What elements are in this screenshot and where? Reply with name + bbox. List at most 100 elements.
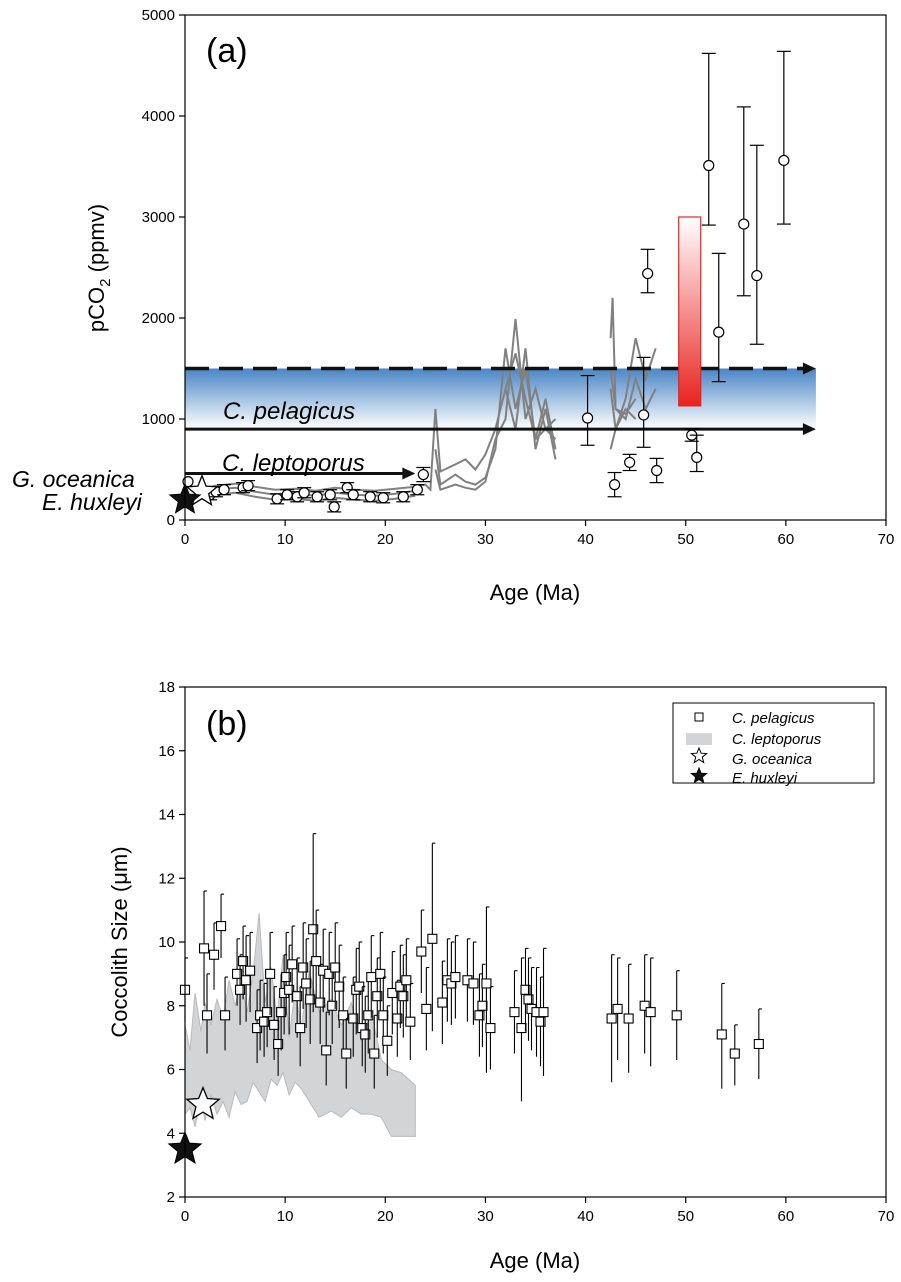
c-pelagicus-data-point — [241, 975, 252, 986]
c-pelagicus-data-point — [516, 1023, 527, 1034]
c-pelagicus-data-point — [523, 994, 534, 1005]
a-y-tick-label: 0 — [167, 512, 175, 529]
c-pelagicus-data-point — [405, 1016, 416, 1027]
chart-a: 0 10 20 30 40 50 60 70 0 1000 2000 3000 4000 5000 (a)… — [12, 7, 895, 605]
c-pelagicus-data-point — [301, 978, 312, 989]
legend-label-c-leptoporus: C. leptoporus — [732, 731, 822, 748]
c-pelagicus-data-point — [427, 933, 438, 944]
c-pelagicus-data-point — [538, 1007, 549, 1018]
pco2-data-point — [298, 487, 310, 499]
b-x-tick-label: 20 — [377, 1208, 394, 1225]
c-pelagicus-data-point — [477, 1000, 488, 1011]
legend-marker-g-oceanica — [690, 746, 708, 764]
legend-label-g-oceanica: G. oceanica — [732, 751, 812, 768]
label-e-huxleyi: E. huxleyi — [42, 489, 143, 515]
c-pelagicus-data-point — [305, 994, 316, 1005]
c-pelagicus-data-point — [442, 975, 453, 986]
c-pelagicus-data-point — [252, 1023, 263, 1034]
c-pelagicus-data-point — [334, 981, 345, 992]
c-pelagicus-data-point — [330, 962, 341, 973]
c-pelagicus-data-point — [437, 997, 448, 1008]
threshold-arrowhead-2 — [402, 467, 416, 480]
pco2-data-point — [218, 484, 230, 496]
x-axis-label-a: Age (Ma) — [490, 580, 580, 605]
x-axis-label-b: Age (Ma) — [490, 1248, 580, 1273]
b-y-tick-label: 12 — [158, 870, 175, 887]
c-pelagicus-data-point — [382, 1035, 393, 1046]
b-x-tick-label: 30 — [477, 1208, 494, 1225]
c-pelagicus-data-point — [387, 987, 398, 999]
pco2-data-point — [738, 218, 750, 230]
legend-label-e-huxleyi: E. huxleyi — [732, 770, 798, 787]
c-pelagicus-data-point — [716, 1029, 727, 1040]
pco2-data-point — [609, 479, 621, 491]
a-x-tick-label: 40 — [577, 531, 594, 548]
c-pelagicus-data-point — [375, 968, 386, 979]
a-x-tick-label: 60 — [778, 531, 795, 548]
a-x-tick-label: 30 — [477, 531, 494, 548]
c-pelagicus-data-point — [338, 1010, 349, 1021]
pco2-data-point — [364, 491, 376, 503]
c-pelagicus-data-point — [395, 981, 406, 992]
a-x-tick-label: 50 — [677, 531, 694, 548]
label-c-leptoporus: C. leptoporus — [222, 450, 365, 477]
y-axis-label-a: pCO2 (ppmv) — [84, 204, 114, 332]
c-pelagicus-data-point — [398, 991, 409, 1002]
c-pelagicus-data-point — [295, 1023, 306, 1034]
c-pelagicus-data-point — [481, 978, 492, 989]
c-pelagicus-data-point — [327, 1000, 338, 1011]
c-leptoporus-size-band — [184, 913, 416, 1137]
c-pelagicus-data-point — [639, 1000, 650, 1011]
c-pelagicus-data-point — [357, 1023, 368, 1034]
a-x-tick-label: 70 — [878, 531, 895, 548]
c-pelagicus-data-point — [531, 1007, 542, 1018]
pco2-data-point — [397, 491, 409, 503]
c-pelagicus-data-point — [612, 1003, 623, 1014]
c-pelagicus-data-point — [308, 924, 319, 935]
c-pelagicus-data-point — [526, 1003, 537, 1014]
c-pelagicus-data-point — [450, 972, 461, 983]
legend-box — [672, 702, 875, 784]
label-c-pelagicus: C. pelagicus — [223, 398, 355, 425]
c-pelagicus-data-point — [462, 975, 473, 986]
c-pelagicus-data-point — [416, 946, 427, 957]
a-y-tick-label: 4000 — [142, 108, 175, 125]
threshold-arrowhead-1 — [802, 362, 816, 375]
legend: C. pelagicus C. leptoporus G. oceanica E… — [672, 702, 875, 787]
pco2-data-point — [691, 451, 703, 463]
c-pelagicus-data-point — [341, 1048, 352, 1059]
b-x-tick-label: 70 — [878, 1208, 895, 1225]
b-y-tick-label: 16 — [158, 743, 175, 760]
pco2-data-point — [417, 468, 429, 481]
a-y-tick-label: 1000 — [142, 411, 175, 428]
pco2-data-point — [271, 493, 283, 505]
legend-marker-e-huxleyi — [690, 766, 708, 784]
b-x-tick-label: 0 — [181, 1208, 189, 1225]
c-pelagicus-data-point — [292, 991, 303, 1002]
b-x-tick-label: 50 — [677, 1208, 694, 1225]
pco2-data-point — [581, 412, 594, 424]
c-pelagicus-data-point — [348, 1013, 359, 1024]
b-y-tick-label: 6 — [167, 1062, 175, 1079]
b-y-tick-label: 2 — [167, 1189, 175, 1206]
c-pelagicus-data-point — [265, 968, 276, 979]
label-g-oceanica: G. oceanica — [12, 466, 135, 492]
c-pelagicus-data-point — [671, 1010, 682, 1021]
c-pelagicus-data-point — [318, 965, 329, 976]
c-pelagicus-data-point — [360, 1029, 371, 1040]
b-y-tick-label: 18 — [158, 679, 175, 696]
pco2-proxy-line — [504, 348, 557, 460]
b-x-tick-label: 60 — [778, 1208, 795, 1225]
c-pelagicus-data-point — [201, 1010, 213, 1021]
c-pelagicus-data-point — [446, 978, 457, 989]
pco2-data-point — [624, 456, 636, 469]
c-pelagicus-data-point — [623, 1013, 634, 1024]
b-x-tick-label: 10 — [277, 1208, 294, 1225]
y-axis-label-b: Coccolith Size (μm) — [107, 846, 132, 1037]
c-pelagicus-data-point — [179, 984, 191, 995]
c-pelagicus-data-point — [238, 956, 249, 967]
c-pelagicus-data-point — [351, 984, 362, 995]
a-x-tick-label: 0 — [181, 531, 189, 548]
e-huxleyi-star — [167, 1130, 203, 1164]
c-pelagicus-data-point — [262, 1007, 273, 1018]
